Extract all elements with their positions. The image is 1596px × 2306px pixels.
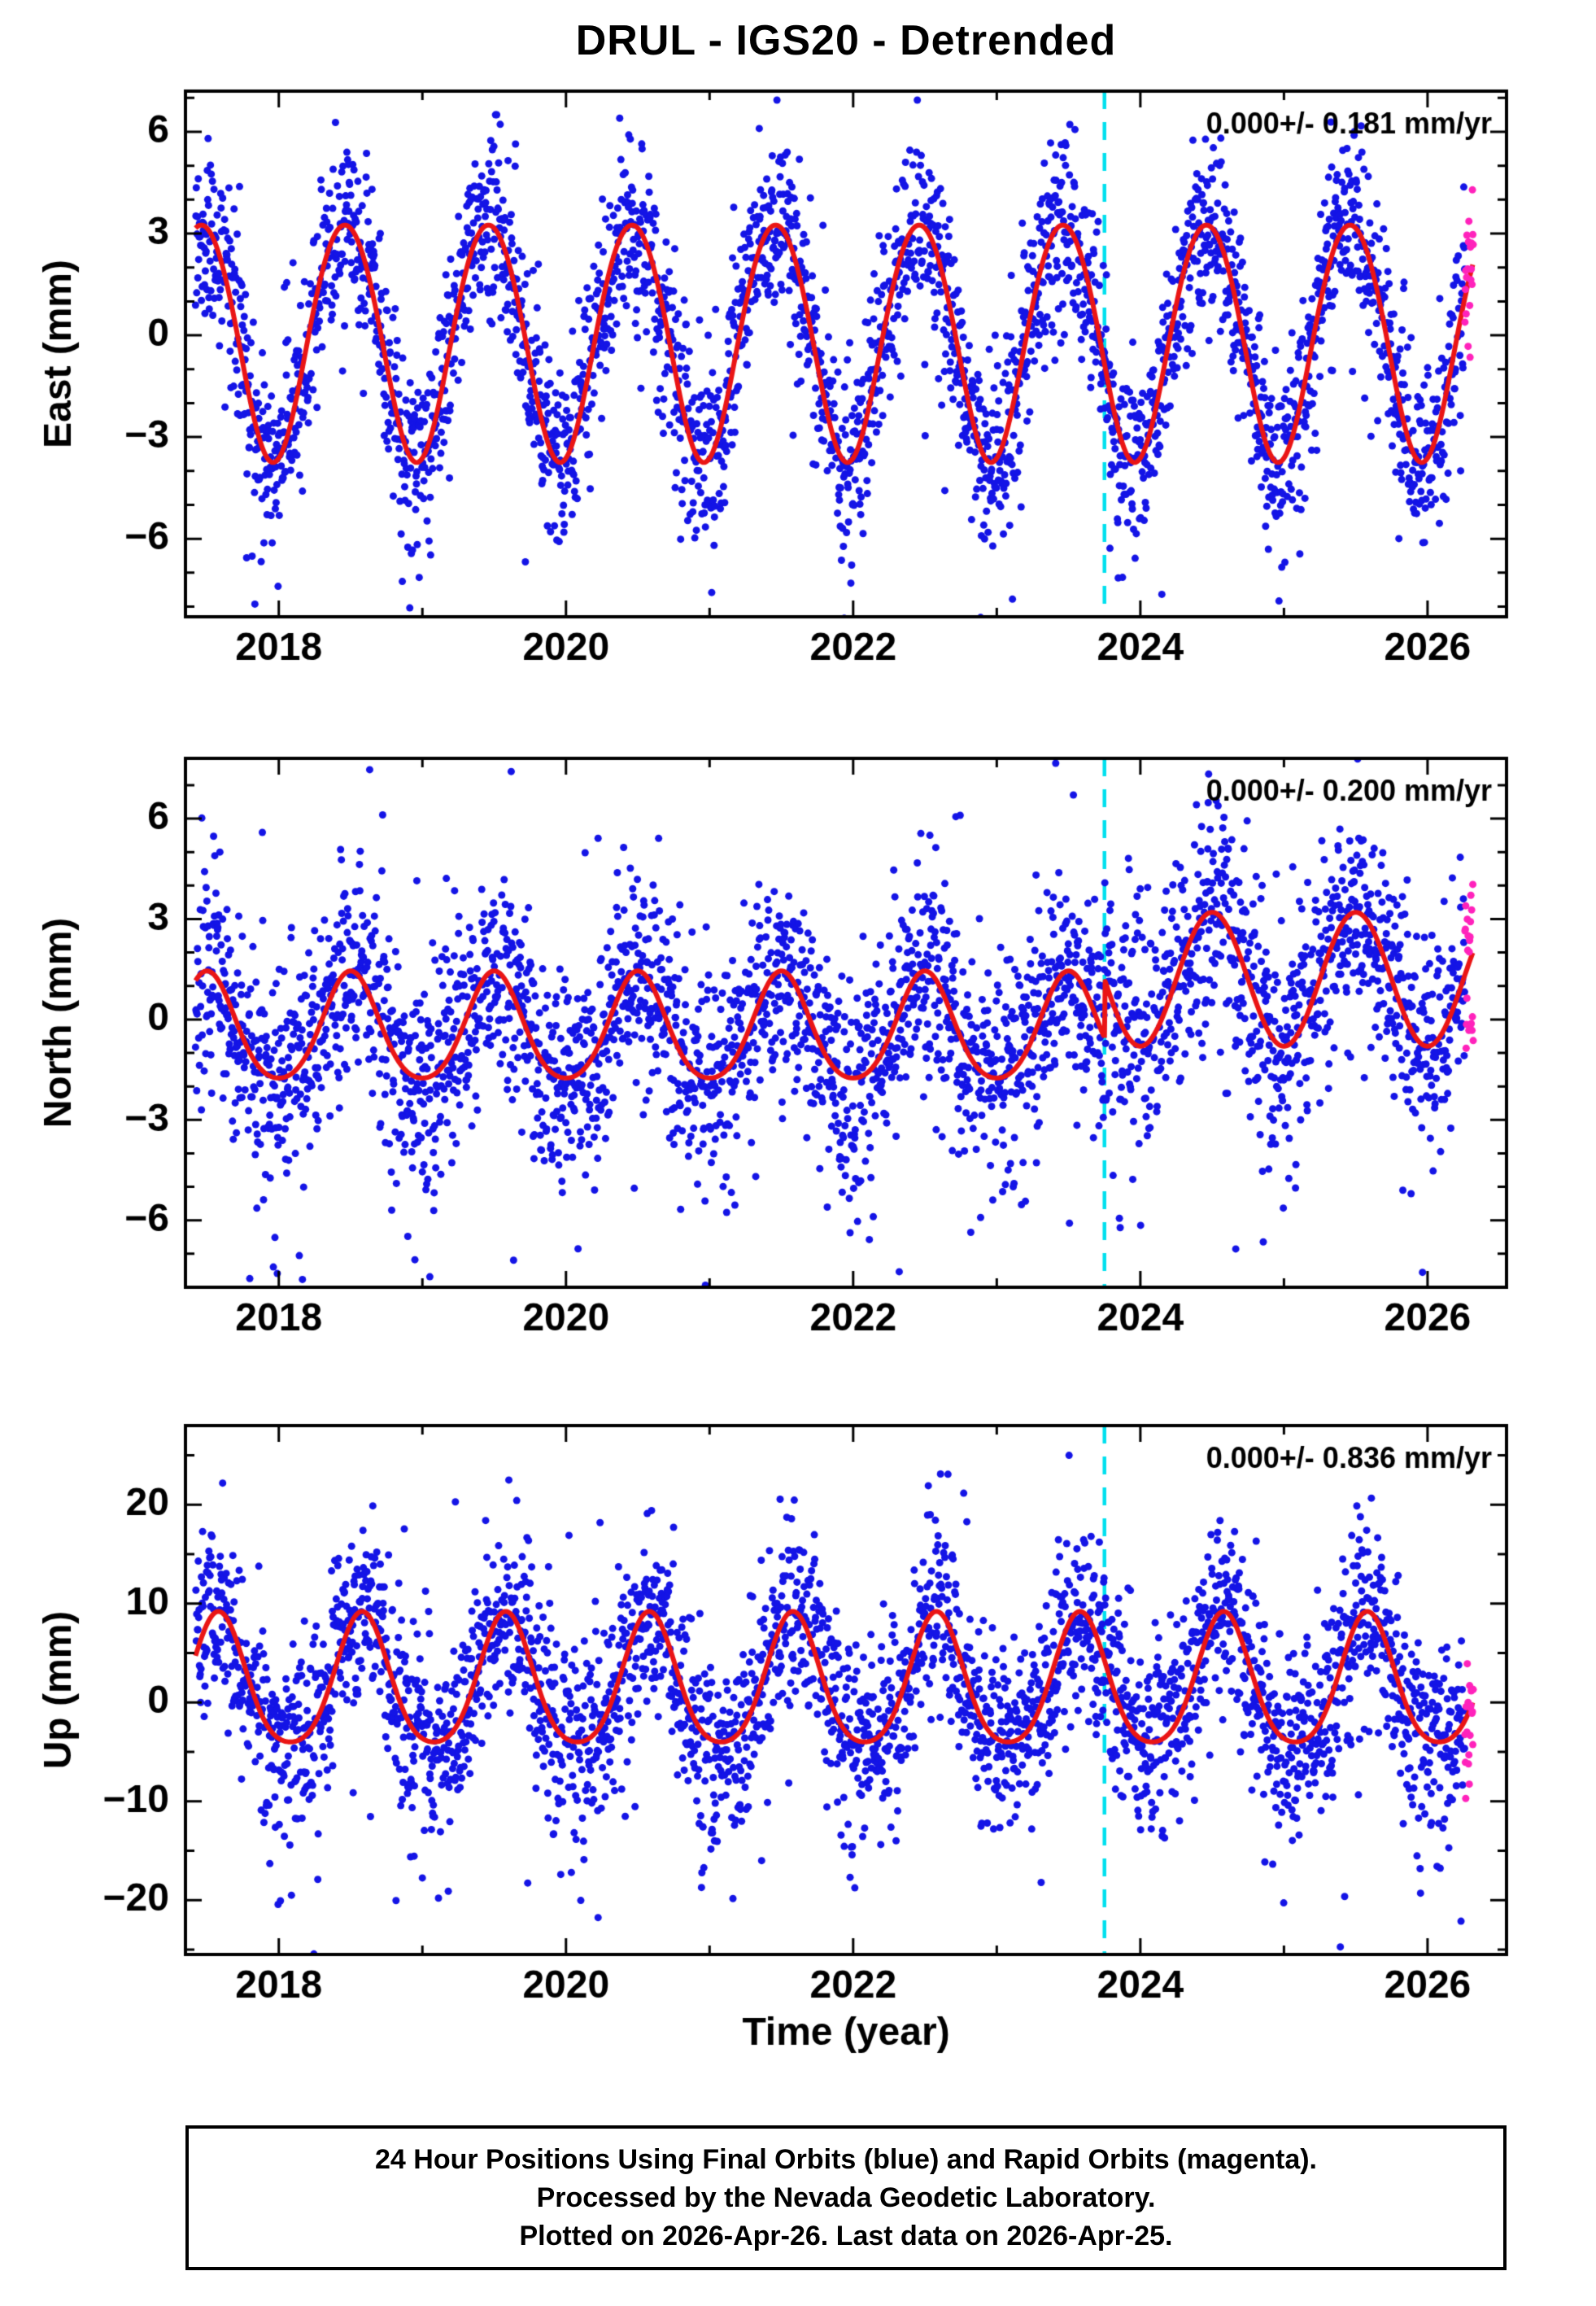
caption-line-orbits: 24 Hour Positions Using Final Orbits (bl… <box>375 2143 1317 2175</box>
caption-box: 24 Hour Positions Using Final Orbits (bl… <box>185 2125 1507 2270</box>
caption-line-processed-by: Processed by the Nevada Geodetic Laborat… <box>536 2182 1156 2213</box>
plot-title: DRUL - IGS20 - Detrended <box>575 17 1117 64</box>
caption-line-plotted-date: Plotted on 2026-Apr-26. Last data on 202… <box>519 2220 1173 2251</box>
